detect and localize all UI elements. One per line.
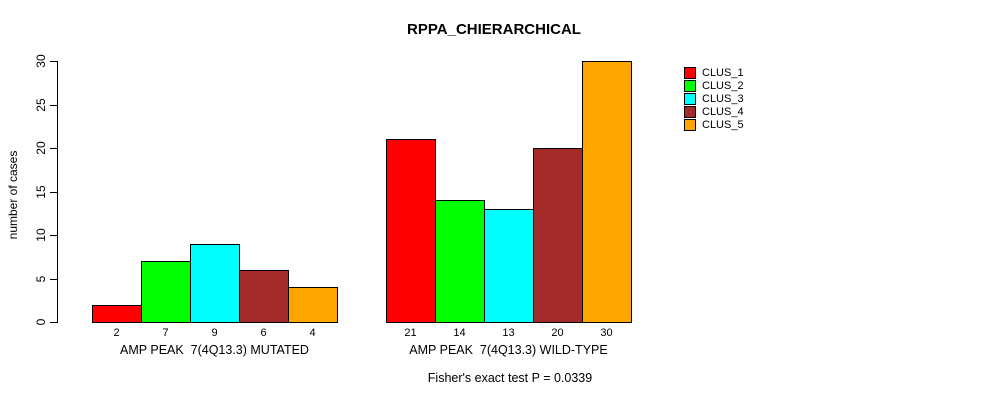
bar-clus_5-group2	[582, 61, 632, 323]
y-tick-label: 0	[34, 318, 48, 326]
y-tick-label: 5	[34, 275, 48, 283]
y-tick	[50, 322, 57, 323]
y-tick	[50, 61, 57, 62]
bar-value-label: 20	[551, 327, 564, 339]
legend-item-clus_5: CLUS_5	[684, 119, 744, 131]
legend-swatch-clus_1	[684, 67, 696, 79]
legend-label: CLUS_4	[702, 106, 744, 118]
bar-value-label: 30	[600, 327, 613, 339]
y-tick	[50, 279, 57, 280]
legend-item-clus_4: CLUS_4	[684, 106, 744, 118]
bar-clus_2-group1	[141, 261, 191, 323]
legend-swatch-clus_4	[684, 106, 696, 118]
bar-clus_4-group1	[239, 269, 289, 323]
legend-item-clus_3: CLUS_3	[684, 93, 744, 105]
bar-clus_2-group2	[435, 200, 485, 323]
bar-value-label: 21	[404, 327, 417, 339]
y-tick-label: 20	[34, 141, 48, 155]
y-tick	[50, 192, 57, 193]
bar-clus_1-group2	[386, 139, 436, 323]
y-tick-label: 25	[34, 98, 48, 112]
bar-clus_3-group1	[190, 243, 240, 323]
bar-clus_5-group1	[288, 287, 338, 323]
bar-clus_3-group2	[484, 208, 534, 323]
bar-clus_1-group1	[92, 304, 142, 323]
y-tick	[50, 235, 57, 236]
chart-title: RPPA_CHIERARCHICAL	[407, 21, 581, 38]
legend-label: CLUS_2	[702, 80, 744, 92]
x-group-label: AMP PEAK 7(4Q13.3) MUTATED	[120, 343, 309, 357]
y-axis-line	[57, 61, 58, 323]
legend-item-clus_1: CLUS_1	[684, 67, 744, 79]
legend-label: CLUS_3	[702, 93, 744, 105]
y-tick-label: 30	[34, 54, 48, 68]
legend-label: CLUS_1	[702, 67, 744, 79]
bar-value-label: 7	[162, 327, 169, 339]
bar-value-label: 9	[211, 327, 218, 339]
bar-clus_4-group2	[533, 148, 583, 323]
bar-value-label: 6	[260, 327, 267, 339]
legend-swatch-clus_5	[684, 119, 696, 131]
y-tick	[50, 148, 57, 149]
legend: CLUS_1 CLUS_2 CLUS_3 CLUS_4 CLUS_5	[684, 67, 744, 132]
y-tick	[50, 105, 57, 106]
legend-label: CLUS_5	[702, 119, 744, 131]
bar-value-label: 14	[453, 327, 466, 339]
bar-value-label: 2	[113, 327, 120, 339]
y-axis-title: number of cases	[6, 150, 20, 240]
legend-swatch-clus_3	[684, 93, 696, 105]
y-tick-label: 10	[34, 228, 48, 242]
fisher-test-annotation: Fisher's exact test P = 0.0339	[427, 371, 593, 385]
bar-value-label: 13	[502, 327, 515, 339]
y-tick-label: 15	[34, 185, 48, 199]
legend-swatch-clus_2	[684, 80, 696, 92]
x-group-label: AMP PEAK 7(4Q13.3) WILD-TYPE	[409, 343, 608, 357]
legend-item-clus_2: CLUS_2	[684, 80, 744, 92]
bar-value-label: 4	[309, 327, 316, 339]
